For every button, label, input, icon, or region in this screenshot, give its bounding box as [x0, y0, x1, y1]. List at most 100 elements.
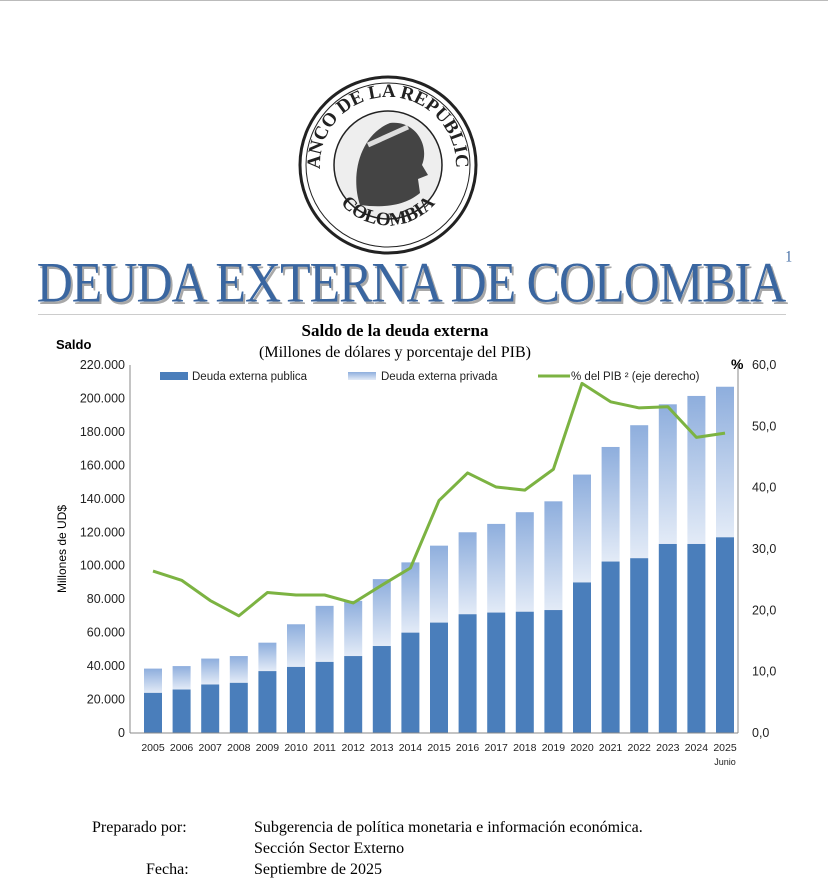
bar-public — [315, 661, 334, 733]
x-tick-label: 2020 — [570, 742, 594, 754]
bar-public — [372, 646, 391, 733]
x-tick-label: 2019 — [542, 742, 566, 754]
x-tick-label: 2008 — [227, 742, 251, 754]
bar-public — [487, 612, 506, 733]
chart-subtitle: (Millones de dólares y porcentaje del PI… — [259, 344, 531, 361]
bar-private — [515, 512, 534, 612]
y-tick-label: 40.000 — [87, 659, 125, 673]
bar-public — [258, 671, 277, 733]
bar-private — [687, 395, 706, 544]
x-tick-label: 2023 — [656, 742, 680, 754]
bar-private — [430, 545, 448, 623]
bar-private — [372, 579, 391, 647]
bar-public — [172, 689, 191, 733]
bar-private — [630, 425, 649, 559]
bar-private — [287, 624, 305, 667]
x-tick-label: 2011 — [313, 742, 336, 754]
bar-private — [401, 562, 420, 633]
x-tick-label: 2024 — [685, 742, 709, 754]
y-tick-label: 180.000 — [80, 425, 125, 439]
y2-tick-label: 40,0 — [752, 481, 776, 495]
bar-public — [144, 692, 162, 733]
y-tick-label: 160.000 — [80, 458, 125, 472]
prepared-label: Preparado por: — [92, 819, 187, 836]
x-tick-label: 2009 — [256, 742, 280, 754]
bar-public — [229, 682, 248, 733]
bar-public — [716, 537, 734, 733]
bar-public — [630, 558, 649, 733]
bar-private — [573, 474, 591, 583]
bar-public — [401, 632, 420, 733]
x-tick-label: 2010 — [284, 742, 308, 754]
bar-public — [287, 666, 305, 733]
y-tick-label: 200.000 — [80, 391, 125, 405]
bar-private — [258, 642, 277, 672]
y-tick-label: 0 — [118, 726, 125, 740]
prepared-by-line2: Sección Sector Externo — [254, 840, 405, 857]
bar-public — [515, 611, 534, 733]
debt-chart: Saldo de la deuda externa (Millones de d… — [55, 321, 776, 767]
bar-public — [573, 582, 591, 733]
x-tick-label: 2018 — [513, 742, 537, 754]
bar-private — [201, 658, 220, 685]
y-tick-label: 60.000 — [87, 626, 125, 640]
y2-tick-label: 10,0 — [752, 665, 776, 679]
y-axis-label: Millones de UD$ — [55, 505, 69, 593]
legend-swatch-private — [348, 372, 376, 380]
y-tick-label: 120.000 — [80, 525, 125, 539]
date-value: Septiembre de 2025 — [254, 861, 382, 878]
bar-private — [458, 532, 477, 615]
y2-tick-label: 20,0 — [752, 603, 776, 617]
y-tick-label: 20.000 — [87, 693, 125, 707]
bar-public — [658, 543, 677, 733]
x-tick-label: 2006 — [170, 742, 194, 754]
divider — [38, 314, 786, 315]
bar-private — [716, 386, 734, 538]
x-tick-label: 2021 — [599, 742, 623, 754]
y-tick-label: 220.000 — [80, 358, 125, 372]
bar-private — [601, 446, 620, 562]
x-tick-label: 2017 — [485, 742, 509, 754]
legend-label-pib: % del PIB ² (eje derecho) — [571, 371, 700, 383]
right-axis-caption: % — [731, 356, 744, 372]
bar-private — [315, 605, 334, 662]
x-tick-label: 2022 — [628, 742, 652, 754]
y2-tick-label: 30,0 — [752, 542, 776, 556]
document-title: DEUDA EXTERNA DE COLOMBIA1 — [36, 248, 793, 315]
bar-private — [344, 600, 363, 657]
x-tick-label: 2015 — [427, 742, 451, 754]
bar-public — [687, 543, 706, 733]
x-tick-label: 2013 — [370, 742, 394, 754]
x-tick-label: 2005 — [141, 742, 165, 754]
legend-label-public: Deuda externa publica — [192, 371, 308, 383]
bar-private — [544, 501, 563, 611]
date-label: Fecha: — [146, 861, 189, 878]
y-tick-label: 140.000 — [80, 492, 125, 506]
bar-public — [458, 614, 477, 733]
pib-percent-line — [152, 381, 726, 618]
y2-tick-label: 0,0 — [752, 726, 769, 740]
legend-label-private: Deuda externa privada — [381, 371, 498, 383]
left-axis-caption: Saldo — [56, 337, 91, 352]
bar-public — [344, 656, 363, 733]
bar-private — [144, 668, 162, 693]
banco-republica-seal: BANCO DE LA REPUBLICA COLOMBIA — [290, 75, 478, 255]
bar-private — [658, 404, 677, 544]
bar-public — [544, 610, 563, 733]
y2-tick-label: 50,0 — [752, 419, 776, 433]
chart-title: Saldo de la deuda externa — [301, 321, 489, 340]
y2-tick-label: 60,0 — [752, 358, 776, 372]
x-tick-label: 2016 — [456, 742, 480, 754]
bar-private — [172, 666, 191, 690]
bar-public — [430, 622, 448, 733]
bar-private — [487, 523, 506, 613]
legend-swatch-public — [160, 372, 188, 380]
x-tick-label: 2007 — [199, 742, 223, 754]
x-tick-label: 2014 — [399, 742, 423, 754]
bar-private — [229, 656, 248, 683]
y-tick-label: 100.000 — [80, 559, 125, 573]
bar-public — [601, 561, 620, 733]
x-tick-label: 2012 — [342, 742, 366, 754]
x-tick-note: Junio — [714, 757, 736, 767]
